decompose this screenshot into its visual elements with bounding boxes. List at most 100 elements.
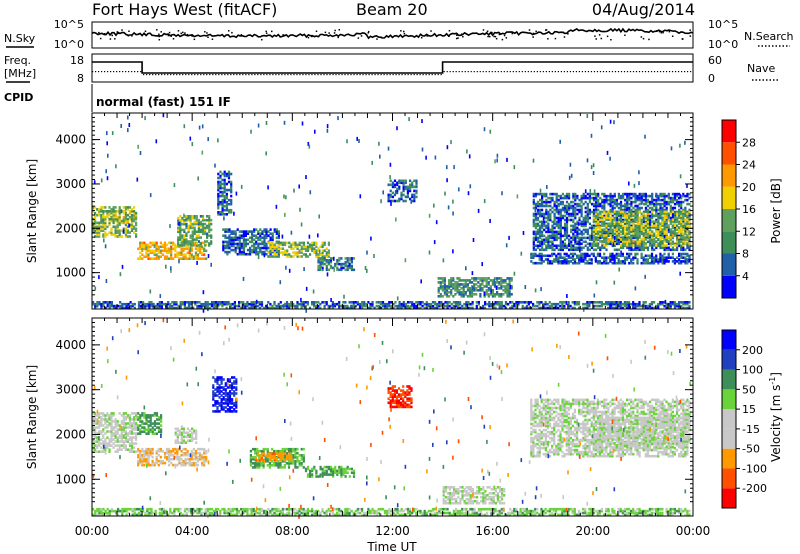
echo-cell bbox=[563, 232, 567, 236]
echo-cell bbox=[541, 226, 544, 230]
echo-cell bbox=[240, 230, 243, 233]
echo-cell bbox=[363, 301, 366, 304]
echo-cell bbox=[580, 242, 583, 246]
echo-cell bbox=[286, 241, 289, 245]
echo-cell bbox=[657, 244, 660, 248]
echo-cell bbox=[350, 266, 353, 270]
echo-cell bbox=[667, 200, 670, 204]
echo-cell bbox=[605, 198, 608, 202]
echo-cell bbox=[304, 304, 307, 308]
echo-cell bbox=[588, 242, 591, 246]
nave-dot bbox=[650, 71, 653, 73]
echo-cell bbox=[244, 244, 247, 248]
echo-cell bbox=[539, 240, 542, 244]
nave-dot bbox=[233, 74, 235, 76]
echo-cell bbox=[163, 257, 167, 260]
echo-cell bbox=[517, 301, 520, 304]
echo-cell bbox=[492, 306, 495, 310]
echo-cell bbox=[688, 258, 691, 261]
echo-cell bbox=[678, 200, 681, 204]
echo-cell bbox=[617, 302, 620, 306]
echo-cell bbox=[619, 232, 622, 235]
echo-cell bbox=[678, 304, 681, 308]
echo-cell bbox=[409, 183, 412, 187]
echo-cell bbox=[199, 228, 202, 232]
echo-cell bbox=[106, 233, 109, 236]
nave-dot bbox=[293, 74, 295, 76]
nave-right-tick-top: 60 bbox=[708, 54, 722, 67]
echo-cell bbox=[636, 228, 639, 231]
echo-cell bbox=[574, 212, 577, 216]
echo-cell bbox=[298, 241, 301, 245]
echo-cell bbox=[338, 259, 341, 262]
echo-cell bbox=[131, 304, 134, 308]
echo-cell bbox=[515, 304, 518, 308]
echo-cell bbox=[576, 232, 579, 236]
echo-cell bbox=[678, 238, 681, 242]
echo-cell bbox=[621, 224, 625, 227]
echo-cell bbox=[223, 208, 226, 212]
echo-cell bbox=[623, 302, 626, 306]
echo-cell bbox=[594, 214, 598, 218]
echo-cell bbox=[574, 230, 577, 234]
echo-cell bbox=[642, 228, 645, 231]
speckle-cell bbox=[656, 194, 658, 199]
echo-cell bbox=[227, 208, 231, 212]
echo-cell bbox=[543, 234, 546, 238]
echo-cell bbox=[603, 204, 606, 208]
echo-cell bbox=[253, 234, 256, 237]
echo-cell bbox=[342, 301, 345, 304]
echo-cell bbox=[496, 277, 499, 280]
echo-cell bbox=[298, 249, 301, 252]
echo-cell bbox=[540, 252, 543, 256]
speckle-cell bbox=[356, 136, 358, 141]
echo-cell bbox=[626, 212, 629, 216]
noise-dot bbox=[168, 31, 171, 34]
echo-cell bbox=[586, 242, 589, 246]
nave-dot bbox=[638, 71, 641, 73]
echo-cell bbox=[179, 228, 182, 232]
echo-cell bbox=[173, 301, 176, 304]
echo-cell bbox=[653, 248, 656, 252]
speckle-cell bbox=[594, 256, 597, 261]
echo-cell bbox=[568, 240, 571, 244]
echo-cell bbox=[361, 304, 364, 308]
speckle-cell bbox=[308, 144, 311, 149]
echo-cell bbox=[265, 242, 268, 246]
echo-cell bbox=[208, 222, 211, 226]
echo-cell bbox=[206, 224, 209, 228]
echo-cell bbox=[213, 302, 216, 306]
echo-cell bbox=[163, 255, 167, 258]
echo-cell bbox=[342, 304, 345, 308]
echo-cell bbox=[626, 232, 629, 235]
echo-cell bbox=[463, 306, 466, 310]
freq-trace bbox=[92, 61, 693, 74]
echo-cell bbox=[400, 302, 403, 306]
echo-cell bbox=[638, 208, 641, 212]
echo-cell bbox=[617, 224, 620, 228]
echo-cell bbox=[650, 302, 654, 306]
echo-cell bbox=[590, 234, 594, 238]
echo-cell bbox=[221, 206, 224, 210]
echo-cell bbox=[665, 206, 668, 210]
speckle-cell bbox=[326, 128, 329, 133]
echo-cell bbox=[607, 222, 610, 225]
echo-cell bbox=[217, 184, 220, 188]
echo-cell bbox=[102, 304, 105, 308]
echo-cell bbox=[628, 254, 631, 258]
echo-cell bbox=[415, 183, 418, 187]
echo-cell bbox=[227, 202, 231, 206]
echo-cell bbox=[596, 252, 599, 256]
echo-cell bbox=[201, 224, 205, 228]
echo-cell bbox=[547, 212, 550, 216]
noise-dot bbox=[98, 31, 100, 34]
echo-cell bbox=[588, 216, 591, 220]
speckle-cell bbox=[600, 125, 603, 130]
echo-cell bbox=[502, 289, 505, 292]
echo-cell bbox=[544, 302, 547, 306]
speckle-cell bbox=[613, 235, 616, 240]
echo-cell bbox=[547, 214, 550, 218]
echo-cell bbox=[94, 211, 97, 215]
echo-cell bbox=[601, 222, 604, 225]
echo-cell bbox=[181, 302, 184, 306]
